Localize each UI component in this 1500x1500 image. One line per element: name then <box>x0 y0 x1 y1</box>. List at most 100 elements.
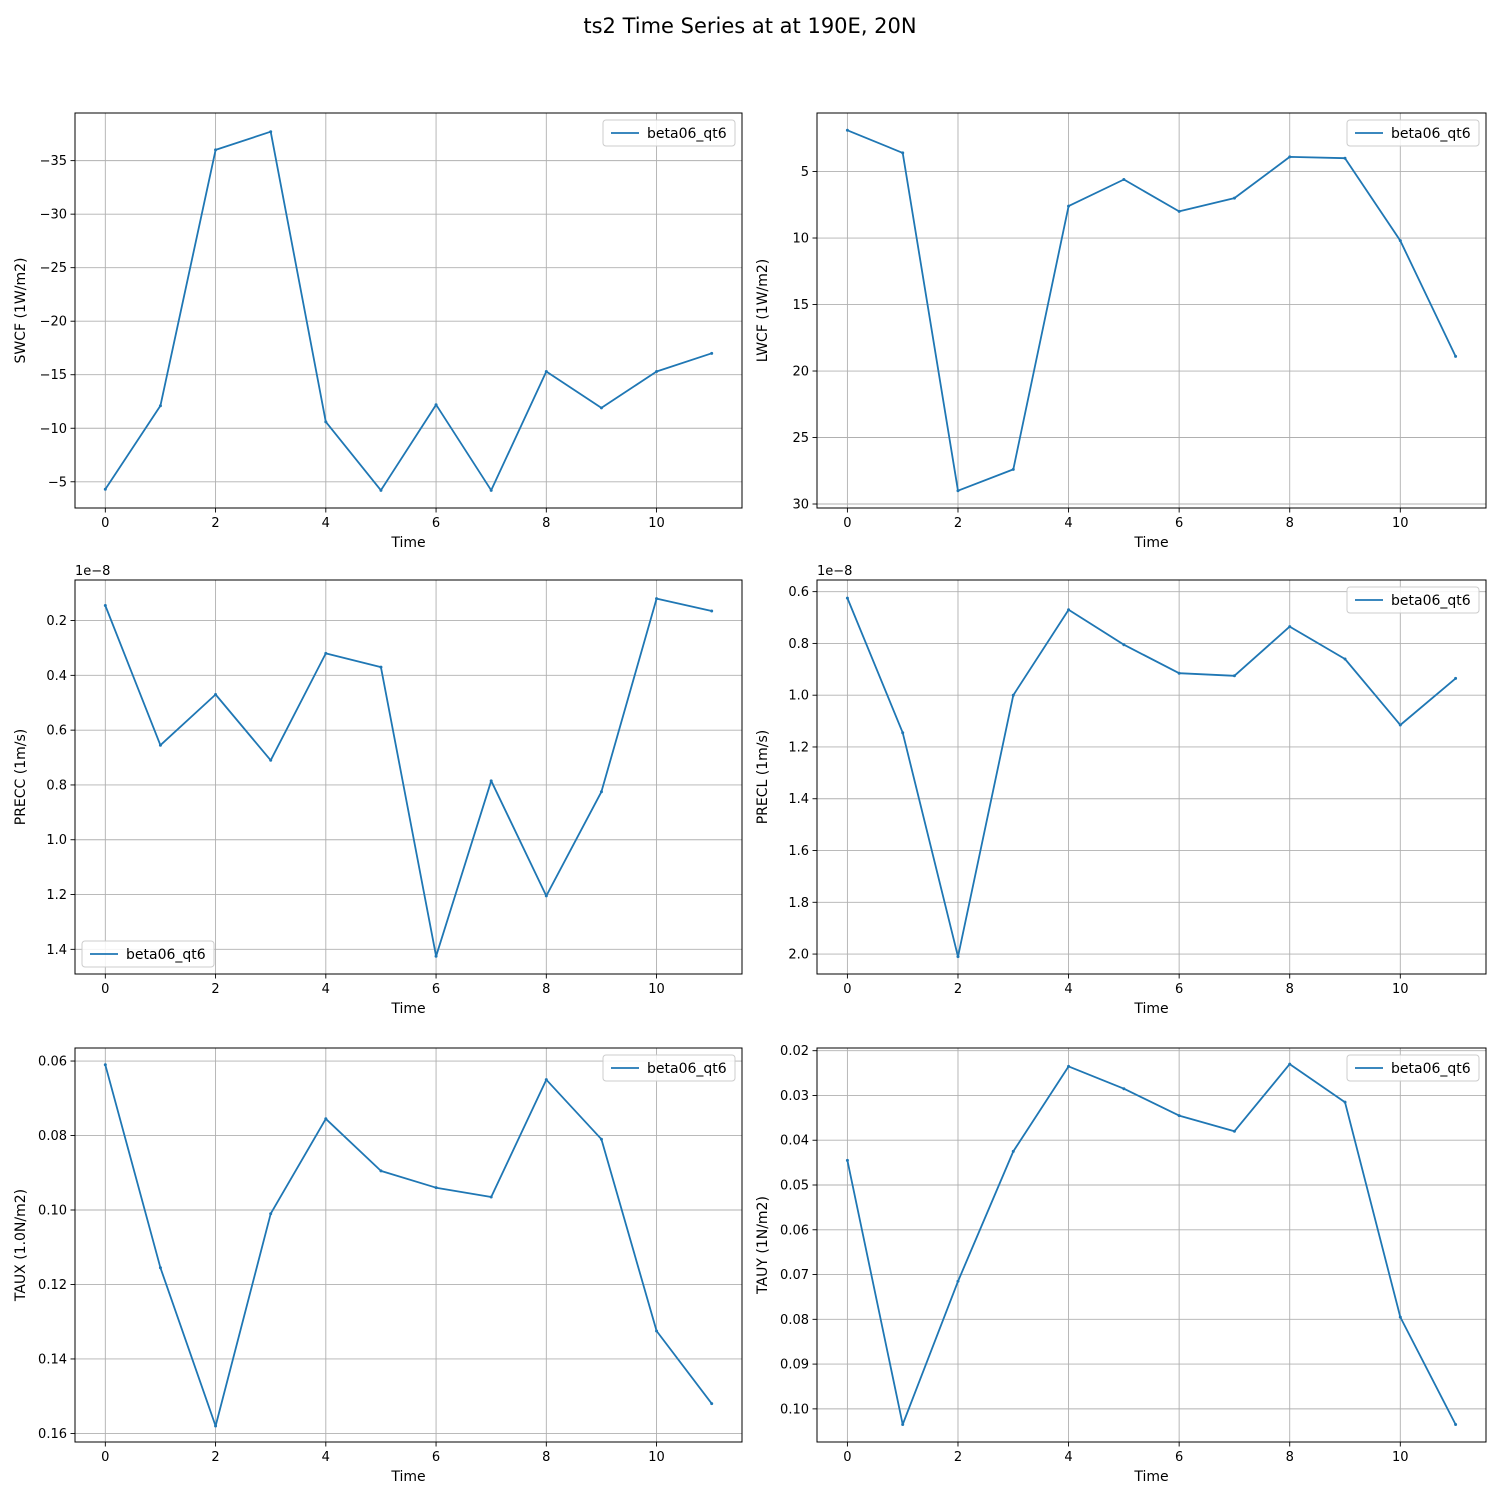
x-tick-label: 2 <box>954 982 962 997</box>
legend-box <box>1346 586 1480 614</box>
data-point <box>599 406 603 410</box>
data-point <box>655 370 659 374</box>
legend-box <box>602 119 736 147</box>
x-axis-label: Time <box>390 535 425 551</box>
x-tick-label: 10 <box>1392 516 1409 531</box>
legend-label: beta06_qt6 <box>647 126 727 142</box>
data-point <box>1398 239 1402 243</box>
y-tick-label: 0.07 <box>780 1268 809 1283</box>
series-line-precl <box>846 597 1457 958</box>
data-point <box>544 1078 548 1082</box>
data-point <box>1177 1114 1181 1118</box>
legend: beta06_qt6 <box>1346 119 1480 147</box>
axes-frame <box>74 1047 743 1443</box>
x-tick-label: 8 <box>1286 516 1294 531</box>
series-line-swcf <box>104 130 712 492</box>
y-tick-label: 0.08 <box>780 1313 809 1328</box>
data-point <box>1343 1100 1347 1104</box>
x-tick-label: 2 <box>954 1450 962 1465</box>
data-point <box>214 1424 218 1428</box>
legend-label: beta06_qt6 <box>1391 126 1471 142</box>
data-point <box>599 790 603 794</box>
series-line-tauy <box>846 1063 1457 1426</box>
panel-precl: 0 2 4 6 8 10 0.6 0.8 1.0 1.2 1.4 1.6 1.8 2.0 Time PRECL… <box>755 564 1487 1017</box>
y-tick-label: 25 <box>792 431 809 446</box>
y-tick-label: −30 <box>40 208 67 223</box>
y-tick-label: 0.10 <box>780 1402 809 1417</box>
data-point <box>103 603 107 607</box>
data-point <box>1177 671 1181 675</box>
data-point <box>655 1329 659 1333</box>
data-point <box>269 130 273 134</box>
y-tick-label: 0.6 <box>46 724 67 739</box>
series-line-precc <box>104 597 712 958</box>
y-axis-label: TAUX (1.0N/m2) <box>13 1189 29 1302</box>
y-tick-label: 20 <box>792 365 809 380</box>
data-point <box>1232 196 1236 200</box>
data-point <box>158 1266 162 1270</box>
y-tick-label: 0.6 <box>788 585 809 600</box>
x-tick-label: 0 <box>101 982 109 997</box>
data-point <box>158 743 162 747</box>
x-tick-label: 2 <box>211 1450 219 1465</box>
y-tick-label: 0.2 <box>46 614 67 629</box>
data-point <box>845 1158 849 1162</box>
y-tick-label: 0.02 <box>780 1044 809 1059</box>
data-point <box>655 597 659 601</box>
data-point <box>1011 693 1015 697</box>
data-point <box>269 1212 273 1216</box>
data-point <box>710 351 714 355</box>
data-point <box>324 651 328 655</box>
y-tick-label: 1.0 <box>788 689 809 704</box>
legend-label: beta06_qt6 <box>1391 593 1471 609</box>
y-tick-label: 1.2 <box>788 740 809 755</box>
y-tick-label: 0.14 <box>38 1352 67 1367</box>
legend: beta06_qt6 <box>1346 586 1480 614</box>
axes-frame <box>816 1047 1487 1443</box>
x-tick-label: 0 <box>843 516 851 531</box>
y-scale-label: 1e−8 <box>817 564 852 579</box>
y-tick-label: 0.12 <box>38 1278 67 1293</box>
y-tick-label: 1.6 <box>788 844 809 859</box>
data-point <box>1343 657 1347 661</box>
data-point <box>379 665 383 669</box>
y-tick-label: 1.2 <box>46 888 67 903</box>
y-tick-label: 0.04 <box>780 1134 809 1149</box>
y-tick-label: 0.8 <box>788 637 809 652</box>
x-tick-label: 4 <box>1064 1450 1072 1465</box>
data-point <box>379 488 383 492</box>
y-tick-label: 0.8 <box>46 778 67 793</box>
data-point <box>434 1186 438 1190</box>
x-tick-label: 6 <box>1175 982 1183 997</box>
y-axis-label: LWCF (1W/m2) <box>755 259 771 363</box>
data-point <box>379 1169 383 1173</box>
data-point <box>901 151 905 155</box>
data-point <box>1232 1129 1236 1133</box>
y-tick-label: 0.05 <box>780 1179 809 1194</box>
y-axis-label: SWCF (1W/m2) <box>13 258 29 364</box>
y-tick-label: 1.8 <box>788 896 809 911</box>
data-point <box>1011 1149 1015 1153</box>
y-tick-label: 0.06 <box>38 1055 67 1070</box>
legend: beta06_qt6 <box>602 1054 736 1082</box>
x-tick-label: 8 <box>542 516 550 531</box>
data-point <box>1067 1064 1071 1068</box>
y-tick-label: 1.4 <box>788 792 809 807</box>
y-tick-label: 2.0 <box>788 948 809 963</box>
x-tick-label: 10 <box>648 516 665 531</box>
legend: beta06_qt6 <box>81 940 215 968</box>
x-tick-label: 0 <box>843 982 851 997</box>
data-point <box>1122 177 1126 181</box>
x-tick-label: 6 <box>432 982 440 997</box>
data-point <box>544 894 548 898</box>
x-tick-label: 2 <box>211 982 219 997</box>
axes-frame <box>816 579 1487 975</box>
x-tick-label: 4 <box>322 516 330 531</box>
legend-label: beta06_qt6 <box>126 947 206 963</box>
data-point <box>103 1063 107 1067</box>
data-point <box>103 487 107 491</box>
y-tick-label: 0.16 <box>38 1427 67 1442</box>
legend-label: beta06_qt6 <box>1391 1061 1471 1077</box>
x-tick-label: 6 <box>432 1450 440 1465</box>
legend: beta06_qt6 <box>602 119 736 147</box>
